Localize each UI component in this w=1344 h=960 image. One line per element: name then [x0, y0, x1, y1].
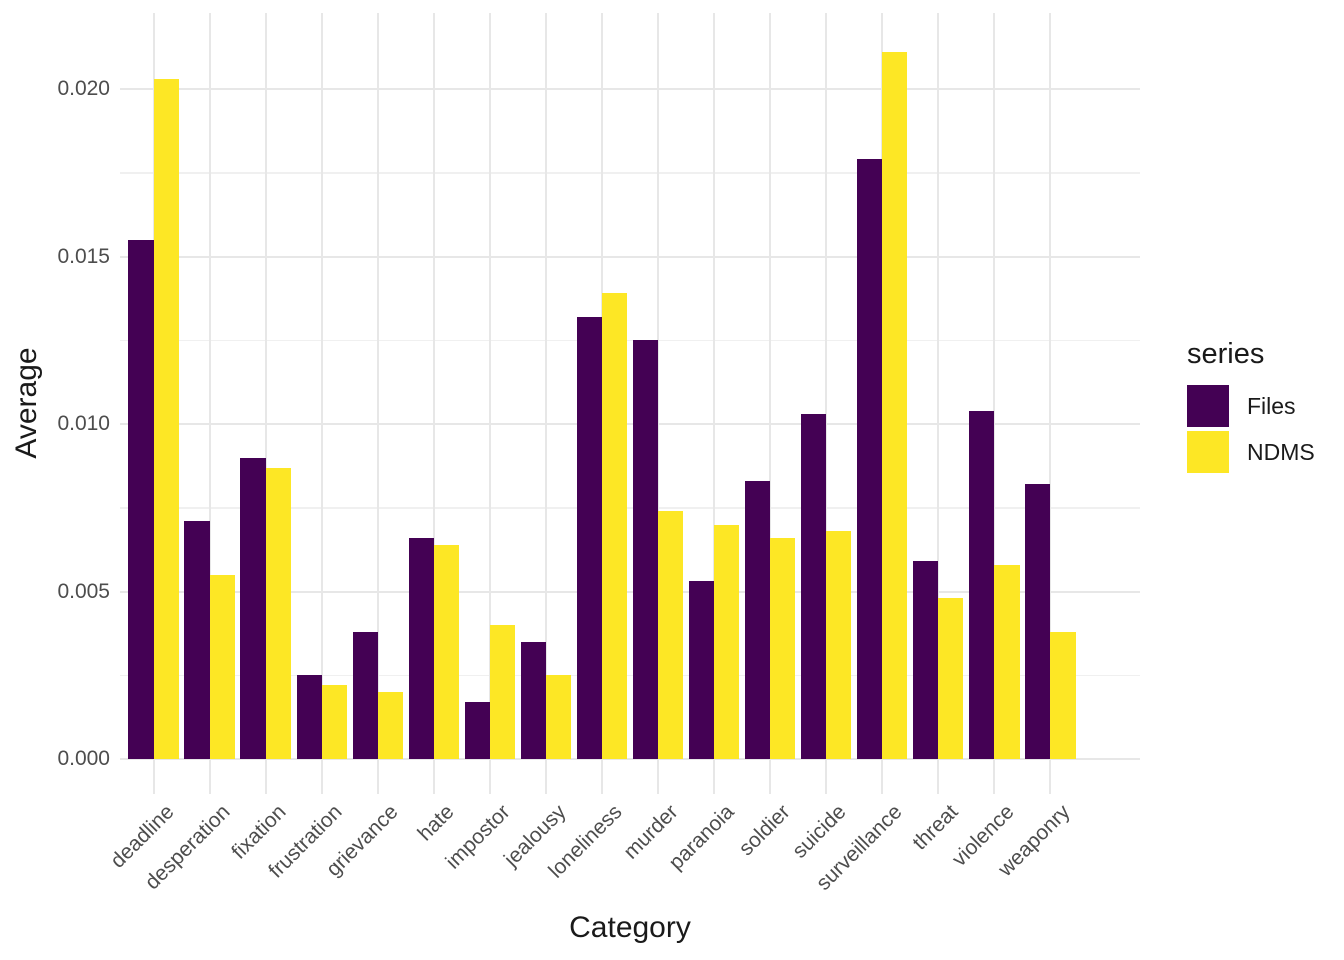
legend-swatch-files [1187, 385, 1229, 427]
major-gridline [120, 758, 1140, 760]
bar-ndms-soldier [770, 537, 796, 759]
bar-files-paranoia [688, 581, 715, 759]
legend-label-files: Files [1247, 392, 1296, 419]
x-tick-text: soldier [734, 800, 795, 861]
legend-entry-files: Files [1187, 385, 1315, 427]
bar-ndms-weaponry [1050, 631, 1076, 759]
y-tick-label: 0.000 [57, 747, 110, 770]
legend: series Files NDMS [1187, 338, 1315, 477]
minor-gridline [120, 507, 1140, 509]
category-gridline [657, 13, 660, 794]
bar-ndms-deadline [153, 78, 179, 759]
bar-ndms-surveillance [882, 52, 908, 759]
bar-files-violence [969, 410, 995, 759]
legend-label-ndms: NDMS [1247, 438, 1315, 465]
category-gridline [376, 13, 379, 794]
y-tick-label: 0.010 [57, 412, 110, 435]
category-gridline [320, 13, 323, 794]
legend-entry-ndms: NDMS [1187, 431, 1315, 473]
category-gridline [1049, 13, 1052, 794]
category-gridline [937, 13, 940, 794]
category-gridline [713, 13, 716, 794]
bar-files-deadline [128, 239, 154, 759]
bar-ndms-murder [658, 511, 684, 759]
bar-ndms-fixation [265, 467, 291, 759]
category-gridline [544, 13, 547, 794]
category-gridline [208, 13, 211, 794]
legend-swatch-ndms [1187, 431, 1229, 473]
bar-files-hate [408, 537, 434, 759]
minor-gridline [120, 674, 1140, 676]
category-gridline [432, 13, 435, 794]
bar-files-fixation [240, 457, 266, 759]
major-gridline [120, 88, 1140, 90]
minor-gridline [120, 339, 1140, 341]
bar-ndms-frustration [321, 685, 347, 759]
major-gridline [120, 590, 1140, 593]
bar-ndms-threat [938, 598, 964, 759]
bar-ndms-hate [433, 544, 460, 759]
bar-ndms-paranoia [714, 524, 740, 759]
y-axis-title: Average [10, 347, 43, 459]
bar-files-threat [913, 561, 939, 759]
bar-files-jealousy [520, 641, 546, 759]
bar-ndms-jealousy [545, 675, 572, 759]
bar-ndms-impostor [489, 625, 516, 759]
bar-files-desperation [184, 521, 210, 759]
category-gridline [769, 13, 772, 794]
bar-files-loneliness [576, 316, 602, 759]
bar-files-surveillance [856, 159, 883, 759]
bar-files-soldier [744, 480, 771, 759]
bar-files-grievance [352, 631, 378, 759]
bar-files-impostor [464, 702, 490, 759]
legend-title: series [1187, 338, 1265, 370]
x-tick-text: threat [908, 800, 963, 855]
bar-files-suicide [800, 413, 827, 759]
y-tick-label: 0.015 [57, 244, 110, 268]
major-gridline [120, 423, 1140, 425]
bar-ndms-loneliness [601, 293, 628, 759]
bar-ndms-suicide [826, 531, 852, 759]
category-gridline [264, 13, 267, 794]
category-gridline [993, 13, 996, 794]
bar-files-weaponry [1025, 484, 1051, 759]
bar-files-frustration [296, 675, 322, 759]
x-tick-text: hate [413, 800, 459, 846]
bar-files-murder [632, 340, 659, 759]
major-gridline [120, 255, 1140, 258]
x-axis-title: Category [569, 911, 691, 944]
y-tick-label: 0.005 [57, 579, 110, 603]
bar-ndms-desperation [209, 574, 235, 759]
category-gridline [488, 13, 491, 794]
y-tick-label: 0.020 [57, 77, 110, 100]
bar-ndms-violence [994, 564, 1020, 759]
bar-ndms-grievance [377, 692, 404, 759]
minor-gridline [120, 172, 1140, 174]
category-gridline [825, 13, 828, 794]
